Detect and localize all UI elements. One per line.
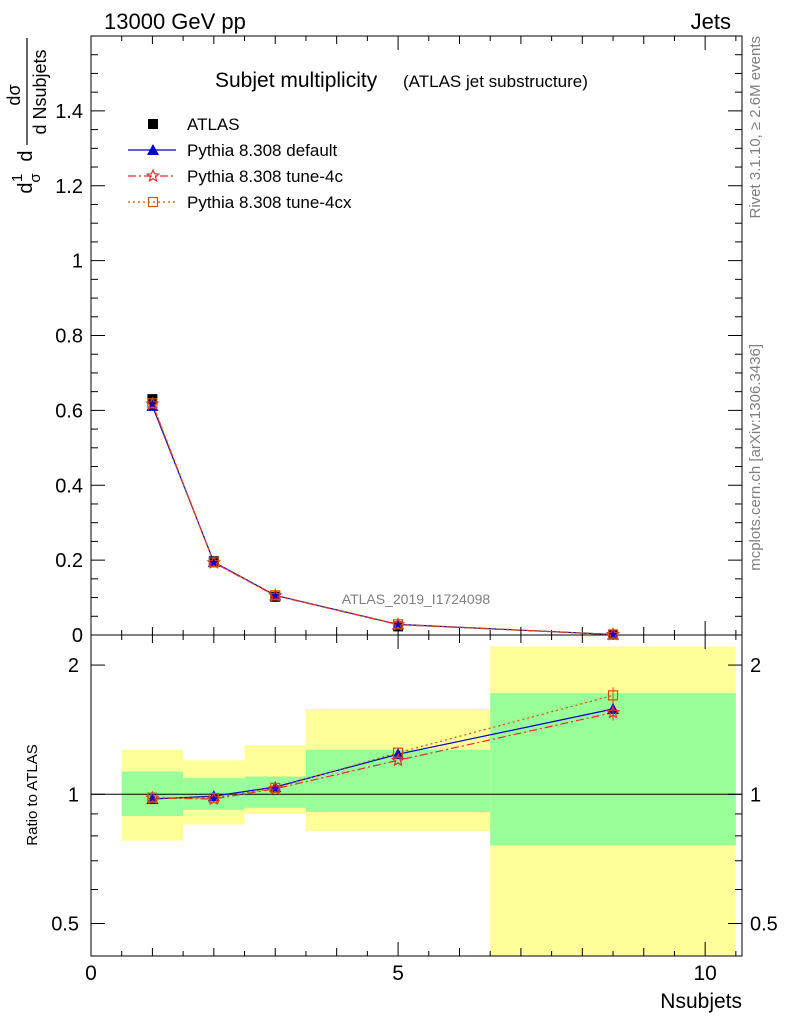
ratio-point-2 <box>390 752 406 767</box>
ratio-y-tick-label: 2 <box>68 655 79 677</box>
ratio-y-tick-label-right: 0.5 <box>750 913 778 935</box>
plot-subtitle: (ATLAS jet substructure) <box>403 72 588 91</box>
x-tick-label: 10 <box>693 962 716 985</box>
main-y-axis-label: d 1 σ d dσ d Nsubjets <box>4 38 50 194</box>
legend-marker <box>148 119 158 129</box>
axis-ticks: 0 0.2 0.4 0.6 0.8 1 1.2 1.4 0.5 0.5 1 1 2 2 0 5 10 <box>51 35 778 985</box>
main-y-tick-label: 0.4 <box>55 475 83 497</box>
ratio-y-tick-label: 0.5 <box>51 913 79 935</box>
ratio-y-axis-label: Ratio to ATLAS <box>24 744 41 845</box>
mcplots-label: mcplots.cern.ch [arXiv:1306.3436] <box>747 344 764 571</box>
legend-label: Pythia 8.308 tune-4c <box>187 167 343 186</box>
mc-point-3 <box>607 629 619 640</box>
plot-title: Subjet multiplicity <box>215 69 378 92</box>
ylabel-num: dσ <box>4 84 24 105</box>
ratio-point-1 <box>207 790 220 802</box>
ratio-point-3 <box>607 690 619 701</box>
ratio-series <box>145 687 621 806</box>
main-series <box>145 394 621 641</box>
mc-point-3 <box>147 398 158 409</box>
ratio-frame <box>90 634 743 957</box>
ratio-point-3 <box>147 792 158 803</box>
x-tick-label: 0 <box>85 962 97 985</box>
band-inner <box>305 749 491 812</box>
main-y-tick-label: 1.4 <box>55 101 83 123</box>
legend-marker <box>145 168 161 183</box>
mc-point-3 <box>270 590 281 601</box>
header-right: Jets <box>691 9 731 34</box>
main-y-tick-label: 1 <box>72 251 83 273</box>
ylabel-pre-num: 1 <box>9 174 26 182</box>
ratio-point-3 <box>392 747 404 758</box>
legend-label: ATLAS <box>187 115 240 134</box>
legend: ATLAS Pythia 8.308 default Pythia 8.308 tu… <box>128 115 352 212</box>
legend-marker <box>147 144 159 155</box>
ylabel-pre-den: σ <box>27 173 44 183</box>
main-y-tick-label: 1.2 <box>55 176 83 198</box>
watermark: ATLAS_2019_I1724098 <box>342 591 491 607</box>
ylabel-d2: d <box>15 150 37 161</box>
legend-label: Pythia 8.308 default <box>187 141 338 160</box>
x-tick-label: 5 <box>392 962 404 985</box>
mc-point-3 <box>208 557 219 568</box>
main-line-2 <box>151 403 614 636</box>
ratio-point-3 <box>270 782 281 793</box>
legend-marker <box>147 196 159 208</box>
header-left: 13000 GeV pp <box>104 9 246 34</box>
ratio-line-3 <box>152 694 614 799</box>
main-y-tick-label: 0.6 <box>55 400 83 422</box>
ratio-y-tick-label: 1 <box>68 784 79 806</box>
mc-point-3 <box>392 619 404 630</box>
main-y-tick-label: 0.2 <box>55 550 83 572</box>
ratio-y-tick-label-right: 2 <box>750 655 761 677</box>
x-axis-label: Nsubjets <box>660 990 742 1013</box>
legend-label: Pythia 8.308 tune-4cx <box>187 193 352 212</box>
ratio-uncertainty-bands <box>121 646 736 956</box>
main-y-tick-label: 0 <box>72 625 83 647</box>
rivet-label: Rivet 3.1.10, ≥ 2.6M events <box>747 36 764 219</box>
main-y-tick-label: 0.8 <box>55 326 83 348</box>
ratio-point-2 <box>605 705 621 719</box>
ratio-y-tick-label-right: 1 <box>750 784 761 806</box>
ylabel-d: d <box>15 182 37 193</box>
ratio-point-3 <box>208 792 219 804</box>
ylabel-den: d Nsubjets <box>30 49 50 134</box>
